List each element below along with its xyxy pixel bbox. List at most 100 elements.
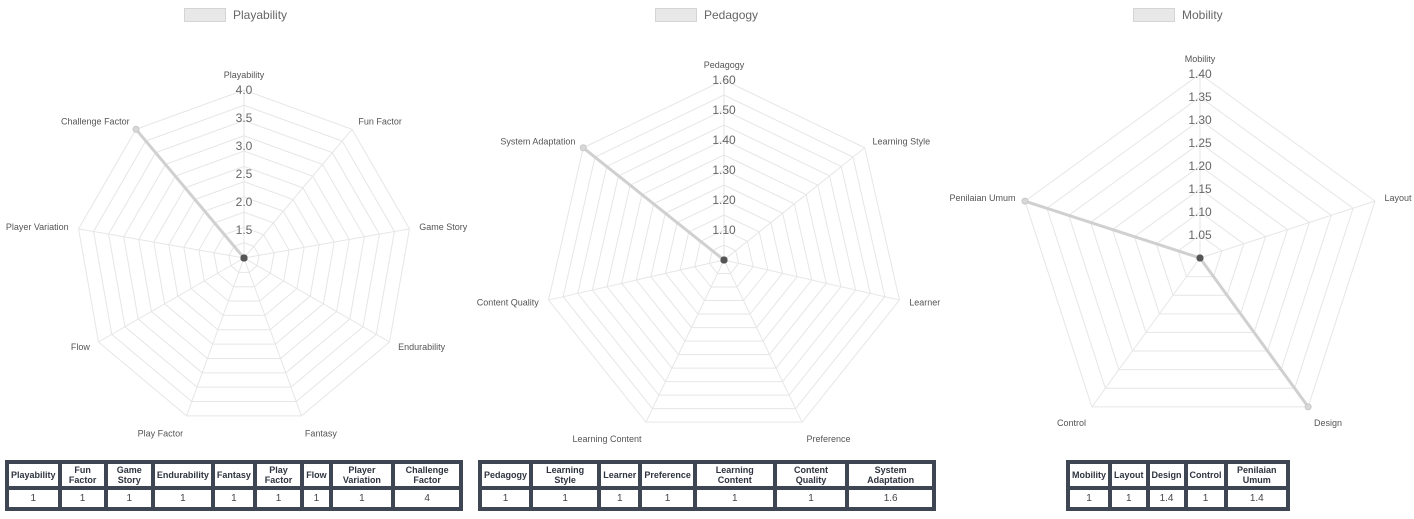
tick-label: 2.5	[236, 167, 253, 181]
grid-ring	[664, 199, 784, 315]
table-cell: 1	[105, 488, 153, 509]
table-row: 1 1 1 1 1 1 1.6	[480, 488, 934, 509]
mobility-radar-chart: 1.40 1.35 1.30 1.25 1.20 1.15 1.10 1.05 Mobility…	[949, 54, 1413, 428]
axis-label-pedagogy: Pedagogy	[704, 60, 745, 70]
playability-panel: Playability 4.0 3.5 3.0 2.5 2.0 1.5 Playabilit…	[0, 0, 470, 519]
axis-label-mobility: Mobility	[1185, 54, 1216, 64]
table-cell: 1	[59, 488, 106, 509]
table-cell: 1	[599, 488, 641, 509]
tick-label: 1.20	[712, 193, 736, 207]
legend-label: Pedagogy	[704, 8, 759, 22]
table-cell: 1	[7, 488, 60, 509]
grid-ring	[650, 184, 798, 329]
axis-label-content-quality: Content Quality	[477, 297, 540, 307]
column-header: Endurability	[152, 462, 213, 488]
playability-legend[interactable]: Playability	[184, 7, 287, 23]
pedagogy-legend[interactable]: Pedagogy	[655, 7, 758, 23]
tick-label: 2.0	[236, 195, 253, 209]
column-header: Game Story	[105, 462, 153, 488]
table-header-row: Pedagogy Learning Style Learner Preference L…	[480, 462, 934, 488]
table-cell: 1.4	[1225, 488, 1288, 509]
axis-spoke	[243, 228, 410, 259]
legend-swatch	[655, 8, 697, 22]
pedagogy-panel: Pedagogy 1.60 1.50 1.40 1.30 1.20 1.10 Pedagog…	[470, 0, 944, 519]
grid-ring	[1046, 96, 1354, 389]
table-cell: 1	[254, 488, 303, 509]
grid-ring	[591, 124, 857, 383]
axis-spoke	[645, 259, 725, 423]
tick-label: 1.30	[1188, 113, 1212, 127]
data-point-content-quality	[720, 256, 728, 264]
grid-ring	[1155, 211, 1245, 296]
axis-label-learner: Learner	[909, 297, 940, 307]
table-cell: 1	[694, 488, 775, 509]
tick-label: 3.5	[236, 111, 253, 125]
table-cell: 1.6	[847, 488, 934, 509]
axis-label-layout: Layout	[1385, 193, 1413, 203]
axis-label-flow: Flow	[71, 342, 91, 352]
grid-ring	[1177, 234, 1223, 278]
grid-ring	[153, 165, 335, 345]
legend-swatch	[1133, 8, 1175, 22]
column-header: Layout	[1110, 462, 1148, 488]
axis-spoke	[243, 257, 390, 343]
axis-spoke	[98, 257, 245, 343]
table-cell: 1	[640, 488, 695, 509]
axis-label-control: Control	[1057, 418, 1086, 428]
axis-spoke	[243, 128, 353, 259]
axis-label-fun-factor: Fun Factor	[358, 117, 402, 127]
tick-label: 1.20	[1188, 159, 1212, 173]
playability-data-table: Playability Fun Factor Game Story Endurabil…	[5, 460, 463, 511]
tick-label: 3.0	[236, 139, 253, 153]
grid-ring	[621, 154, 827, 356]
series-area	[581, 146, 726, 262]
column-header: Fun Factor	[59, 462, 106, 488]
column-header: Flow	[302, 462, 331, 488]
tick-label: 1.35	[1188, 90, 1212, 104]
axis-label-learning-style: Learning Style	[873, 137, 931, 147]
tick-label: 1.10	[1188, 205, 1212, 219]
axis-spoke	[723, 147, 866, 261]
column-header: Design	[1147, 462, 1186, 488]
tick-label: 1.5	[236, 223, 253, 237]
table-cell: 1	[330, 488, 394, 509]
axis-spoke	[186, 257, 245, 417]
grid-ring	[708, 244, 740, 275]
tick-label: 1.50	[712, 103, 736, 117]
tick-label: 1.10	[712, 223, 736, 237]
table-cell: 1	[1110, 488, 1148, 509]
axis-spoke	[723, 259, 803, 423]
table-cell: 1	[152, 488, 213, 509]
grid-ring	[635, 169, 813, 342]
legend-label: Playability	[233, 8, 288, 22]
data-point-penilaian-umum	[1021, 197, 1029, 205]
grid-ring	[547, 79, 901, 423]
column-header: Learning Style	[531, 462, 600, 488]
tick-label: 1.05	[1188, 228, 1212, 242]
axis-label-penilaian-umum: Penilaian Umum	[949, 193, 1015, 203]
grid-ring	[213, 226, 275, 288]
mobility-panel: Mobility 1.40 1.35 1.30 1.25 1.20 1.15 1.10 1.0…	[944, 0, 1414, 519]
table-cell: 1	[774, 488, 848, 509]
grid-ring	[694, 229, 754, 288]
axis-label-play-factor: Play Factor	[138, 428, 184, 438]
grid-ring	[78, 89, 410, 417]
axis-label-fantasy: Fantasy	[305, 428, 338, 438]
grid-ring	[168, 181, 320, 331]
table-cell: 1	[1068, 488, 1110, 509]
grid-ring	[183, 196, 305, 316]
column-header: Player Variation	[330, 462, 394, 488]
grid-ring	[108, 120, 380, 388]
column-header: System Adaptation	[847, 462, 934, 488]
table-cell: 1	[302, 488, 331, 509]
column-header: Learning Content	[694, 462, 775, 488]
axis-spoke	[243, 257, 302, 417]
column-header: Control	[1185, 462, 1226, 488]
axis-label-challenge-factor: Challenge Factor	[61, 117, 130, 127]
axis-spoke	[548, 259, 725, 301]
mobility-legend[interactable]: Mobility	[1133, 7, 1223, 23]
data-point-challenge-factor	[132, 125, 140, 133]
grid-ring	[679, 214, 769, 302]
table-header-row: Mobility Layout Design Control Penilaian Umu…	[1068, 462, 1288, 488]
